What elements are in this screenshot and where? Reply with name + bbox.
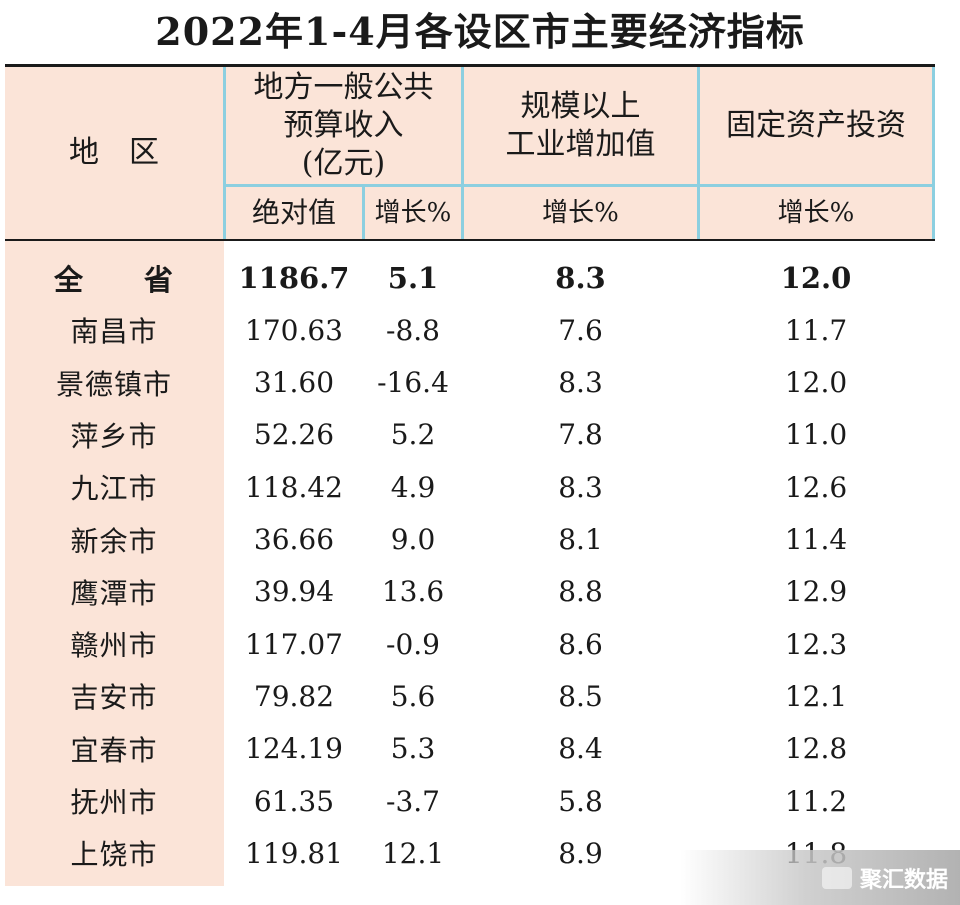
value-cell-investment-growth: 12.8	[784, 732, 848, 766]
value-cell-budget-growth: 5.6	[390, 679, 436, 713]
region-cell: 九江市	[70, 472, 158, 506]
header-budget-line: 预算收入	[283, 107, 404, 143]
header-budget-line: (亿元)	[301, 145, 386, 181]
value-cell-industry-growth: 8.3	[558, 366, 603, 400]
region-cell: 全 省	[53, 263, 174, 297]
header-investment-growth: 增长%	[777, 198, 855, 228]
header-divider	[697, 67, 700, 239]
header-divider	[223, 184, 935, 187]
value-cell-industry-growth: 5.8	[558, 784, 603, 818]
value-cell-budget-growth: -0.9	[386, 627, 440, 661]
value-cell-investment-growth: 12.1	[784, 679, 848, 713]
value-cell-industry-growth: 7.8	[558, 418, 603, 452]
header-divider	[223, 67, 226, 239]
region-cell: 萍乡市	[70, 419, 158, 453]
value-cell-investment-growth: 11.0	[784, 418, 848, 452]
header-divider	[461, 67, 464, 239]
watermark-logo-icon	[821, 866, 852, 889]
value-cell-budget-abs: 39.94	[253, 575, 335, 609]
region-cell: 鹰潭市	[70, 576, 158, 610]
value-cell-budget-abs: 1186.7	[238, 261, 350, 295]
watermark: 聚汇数据	[680, 850, 960, 905]
value-cell-budget-abs: 124.19	[245, 732, 343, 766]
region-cell: 吉安市	[70, 681, 158, 715]
region-cell: 南昌市	[70, 315, 158, 349]
header-budget-line: 地方一般公共	[253, 69, 434, 105]
region-column-background	[5, 241, 224, 886]
watermark-text: 聚汇数据	[859, 867, 948, 893]
value-cell-budget-growth: 12.1	[381, 836, 445, 870]
value-cell-industry-growth: 8.6	[558, 627, 603, 661]
value-cell-budget-abs: 36.66	[253, 523, 335, 556]
value-cell-budget-growth: -3.7	[386, 784, 440, 818]
header-divider	[932, 67, 935, 239]
value-cell-industry-growth: 8.4	[558, 732, 603, 766]
value-cell-budget-growth: 5.2	[390, 418, 436, 452]
value-cell-investment-growth: 11.7	[784, 313, 848, 347]
region-cell: 景德镇市	[55, 367, 172, 401]
value-cell-budget-growth: 13.6	[381, 575, 445, 609]
value-cell-budget-abs: 31.60	[253, 366, 335, 400]
region-cell: 上饶市	[70, 838, 158, 872]
value-cell-budget-abs: 170.63	[245, 313, 343, 347]
region-cell: 宜春市	[70, 733, 158, 767]
header-budget-revenue: 地方一般公共 预算收入 (亿元)	[226, 67, 461, 184]
value-cell-investment-growth: 12.6	[784, 470, 848, 504]
region-cell: 抚州市	[70, 786, 158, 819]
header-industry-line: 规模以上	[520, 88, 641, 124]
value-cell-investment-growth: 11.4	[784, 523, 848, 556]
value-cell-budget-growth: 9.0	[390, 523, 436, 556]
header-industry-growth: 增长%	[542, 198, 619, 228]
page-title: 2022年1-4月各设区市主要经济指标	[155, 9, 805, 54]
header-region: 地 区	[69, 135, 159, 170]
header-fixed-asset-investment: 固定资产投资	[726, 107, 906, 143]
value-cell-investment-growth: 12.0	[780, 261, 852, 295]
header-industry-value-added: 规模以上 工业增加值	[464, 67, 697, 184]
header-budget-growth: 增长%	[374, 198, 452, 228]
table-top-rule	[5, 64, 935, 67]
region-cell: 赣州市	[70, 629, 158, 663]
value-cell-investment-growth: 12.3	[784, 627, 848, 661]
value-cell-industry-growth: 8.8	[558, 575, 603, 609]
value-cell-industry-growth: 8.9	[558, 836, 603, 870]
value-cell-budget-abs: 61.35	[253, 784, 335, 818]
header-industry-line: 工业增加值	[505, 126, 656, 162]
value-cell-investment-growth: 11.2	[784, 784, 848, 818]
value-cell-budget-growth: -16.4	[377, 366, 449, 400]
value-cell-industry-growth: 7.6	[558, 313, 603, 347]
value-cell-industry-growth: 8.3	[558, 470, 603, 504]
value-cell-budget-growth: 5.1	[387, 261, 439, 295]
header-divider	[362, 186, 365, 239]
value-cell-budget-abs: 117.07	[245, 627, 343, 661]
value-cell-budget-abs: 52.26	[253, 418, 335, 452]
value-cell-budget-abs: 119.81	[245, 836, 343, 870]
header-bottom-rule	[5, 239, 935, 241]
value-cell-industry-growth: 8.5	[558, 679, 603, 713]
header-budget-absolute: 绝对值	[251, 196, 336, 229]
value-cell-investment-growth: 12.0	[784, 366, 848, 400]
value-cell-budget-growth: 4.9	[390, 470, 436, 504]
region-cell: 新余市	[70, 524, 158, 558]
value-cell-budget-abs: 118.42	[245, 470, 343, 504]
table-header-background	[5, 67, 935, 239]
value-cell-investment-growth: 12.9	[784, 575, 848, 609]
value-cell-industry-growth: 8.1	[558, 523, 603, 556]
value-cell-budget-abs: 79.82	[253, 679, 335, 713]
value-cell-budget-growth: 5.3	[390, 732, 436, 766]
value-cell-industry-growth: 8.3	[555, 261, 606, 295]
value-cell-budget-growth: -8.8	[386, 313, 440, 347]
